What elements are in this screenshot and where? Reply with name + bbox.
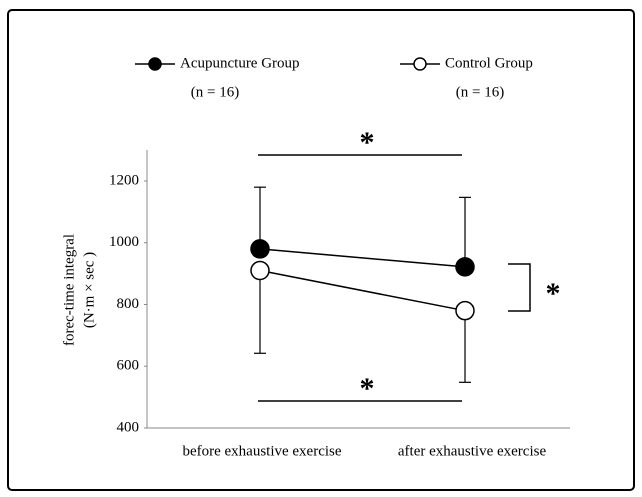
y-tick-label: 400 xyxy=(117,419,140,435)
x-tick-label: before exhaustive exercise xyxy=(182,443,341,459)
y-tick-label: 1200 xyxy=(109,172,139,188)
y-tick-label: 600 xyxy=(117,358,140,374)
marker xyxy=(455,257,475,277)
y-tick-label: 1000 xyxy=(109,234,139,250)
y-axis-label: forec-time integral (N·m × sec ) xyxy=(61,234,97,346)
marker xyxy=(250,260,270,281)
marker xyxy=(250,239,270,259)
series-line xyxy=(259,269,466,312)
legend-marker xyxy=(148,57,162,71)
legend-label: Control Group xyxy=(445,55,533,71)
marker xyxy=(455,300,475,321)
x-tick-label: after exhaustive exercise xyxy=(398,443,547,459)
series-line xyxy=(259,248,466,268)
legend-label: Acupuncture Group xyxy=(180,55,300,71)
y-label-line: forec-time integral xyxy=(61,234,77,346)
y-label-line: (N·m × sec ) xyxy=(81,252,97,328)
annotation: * xyxy=(360,126,375,159)
y-tick-label: 800 xyxy=(117,296,140,312)
annotation: * xyxy=(360,372,375,405)
frame xyxy=(7,9,635,491)
legend-marker xyxy=(413,57,427,71)
bracket xyxy=(508,263,531,312)
annotation: * xyxy=(546,277,561,310)
legend-sample: (n = 16) xyxy=(456,84,504,100)
legend-sample: (n = 16) xyxy=(191,84,239,100)
